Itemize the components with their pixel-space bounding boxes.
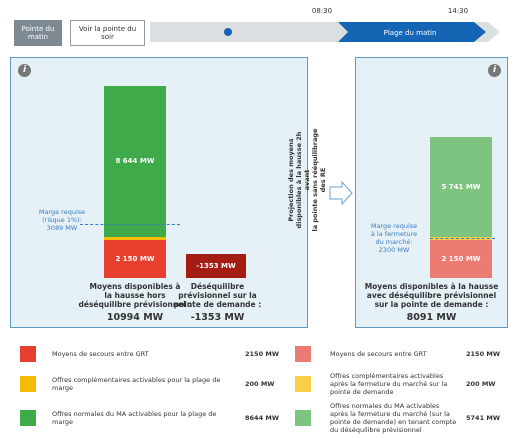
legend-value: 5741 MW (466, 414, 500, 422)
legend-swatch (295, 346, 311, 362)
legend-text: Offres complémentaires activables après … (330, 372, 448, 396)
bar-segment: 8 644 MW (104, 86, 166, 237)
total: 8091 MW (406, 312, 457, 323)
legend-swatch (20, 410, 36, 426)
margin-line (80, 224, 180, 226)
bar-segment: 2 150 MW (430, 240, 492, 278)
legend-text: Moyens de secours entre GRT (52, 350, 149, 358)
button[interactable]: Voir la pointe du soir (70, 20, 145, 46)
time-label: 14:30 (448, 7, 468, 15)
legend-swatch (295, 376, 311, 392)
legend-text: Offres normales du MA activables pour la… (52, 410, 217, 426)
margin-label: Marge requise (risque 1%): 3089 MW (38, 208, 86, 233)
caption: Déséquilibre prévisionnel sur la pointe … (173, 282, 262, 309)
legend-value: 8644 MW (245, 414, 279, 422)
timeline: 08:30 14:30 Plage du matin (150, 7, 500, 42)
legend-text: Moyens de secours entre GRT (330, 350, 427, 358)
margin-line (430, 237, 495, 239)
caption: Moyens disponibles à la hausse avec désé… (364, 282, 499, 309)
imbalance-bar: -1353 MW (186, 254, 246, 278)
bar-segment: 5 741 MW (430, 136, 492, 237)
legend-value: 200 MW (466, 380, 496, 388)
total: 10994 MW (106, 312, 164, 323)
legend-value: 2150 MW (245, 350, 279, 358)
legend-value: 2150 MW (466, 350, 500, 358)
legend-text: Offres complémentaires activables pour l… (52, 376, 221, 392)
legend-swatch (20, 376, 36, 392)
timeline-range[interactable] (338, 22, 486, 42)
projection-label: Projection des moyens disponibles à la h… (287, 128, 327, 232)
bar-segment: 2 150 MW (104, 240, 166, 278)
range-label: Plage du matin (384, 29, 437, 37)
legend-text: Offres normales du MA activables après l… (330, 402, 457, 434)
legend-swatch (20, 346, 36, 362)
caption: Moyens disponibles à la hausse hors désé… (78, 282, 192, 309)
bar-segment (104, 236, 166, 241)
time-label: 08:30 (312, 7, 332, 15)
button[interactable]: Pointe du matin (14, 20, 62, 46)
legend-swatch (295, 410, 311, 426)
info-icon[interactable]: i (488, 64, 501, 77)
arrow (329, 180, 353, 206)
margin-label: Marge requise à la fermeture du marché: … (370, 221, 418, 254)
legend-value: 200 MW (245, 380, 275, 388)
timeline-dot[interactable] (224, 28, 232, 36)
total: -1353 MW (190, 312, 245, 323)
info-icon[interactable]: i (18, 64, 31, 77)
